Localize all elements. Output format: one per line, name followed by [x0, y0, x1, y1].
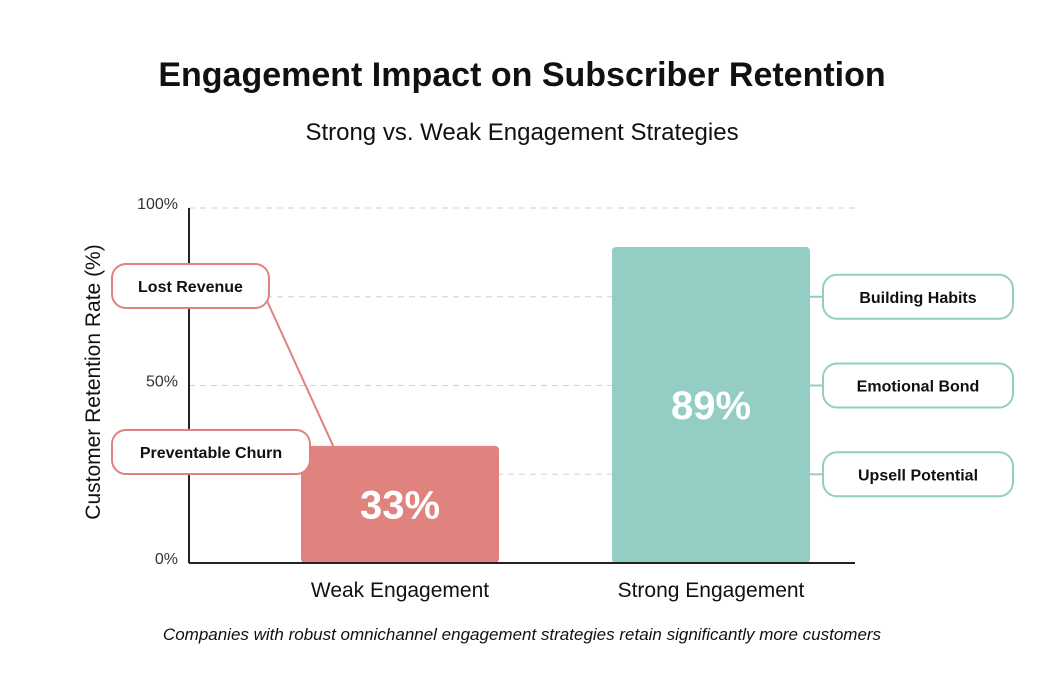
- callout-connector: [262, 291, 335, 449]
- chart-caption: Companies with robust omnichannel engage…: [163, 625, 882, 644]
- y-axis-label: Customer Retention Rate (%): [82, 244, 105, 519]
- callouts: Lost Revenue Preventable Churn Building Ha…: [111, 263, 1014, 498]
- chart-subtitle: Strong vs. Weak Engagement Strategies: [305, 119, 738, 146]
- callout-box: [111, 263, 270, 309]
- callout-box: [822, 273, 1014, 320]
- callout-label: Emotional Bond: [857, 379, 980, 396]
- y-tick-label: 0%: [155, 551, 178, 568]
- x-tick-label: Weak Engagement: [311, 579, 489, 602]
- x-tick-label: Strong Engagement: [618, 579, 805, 602]
- chart-title: Engagement Impact on Subscriber Retentio…: [158, 56, 885, 94]
- callout-box: [111, 429, 311, 475]
- bar-strong-engagement: [612, 247, 810, 564]
- callout-box: [822, 451, 1014, 498]
- y-tick-label: 100%: [137, 196, 178, 213]
- callout-label: Upsell Potential: [858, 467, 978, 484]
- axes: Weak Engagement Strong Engagement 0% 50% 100…: [137, 196, 855, 602]
- callout-label: Preventable Churn: [140, 445, 282, 462]
- y-tick-label: 50%: [146, 374, 178, 391]
- bar-value-label: 33%: [360, 483, 440, 527]
- bar-value-label: 89%: [671, 384, 751, 428]
- callout-label: Building Habits: [859, 290, 976, 307]
- callout-box: [822, 362, 1014, 409]
- bars: 33% 89%: [301, 247, 810, 564]
- bar-weak-engagement: [301, 445, 499, 563]
- callout-label: Lost Revenue: [138, 279, 243, 296]
